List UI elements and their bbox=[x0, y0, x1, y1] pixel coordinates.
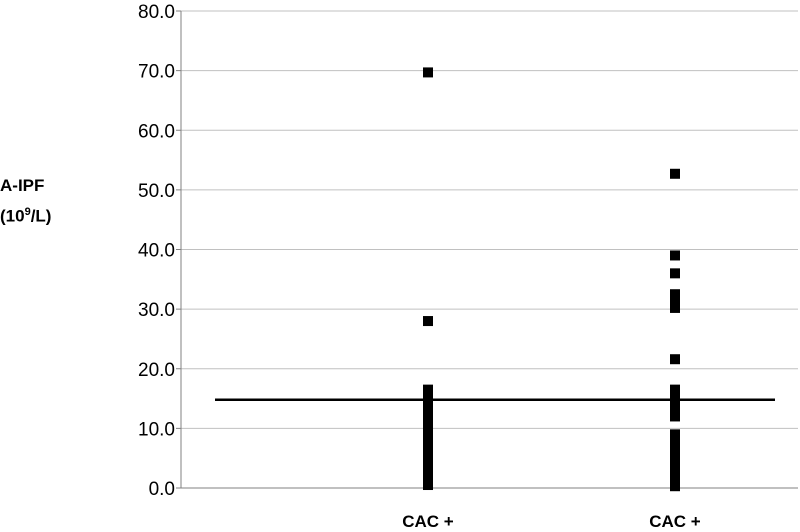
y-axis-label: A-IPF (109/L) bbox=[0, 172, 51, 230]
data-point bbox=[423, 480, 433, 491]
data-point bbox=[670, 168, 680, 179]
y-tick-label: 10.0 bbox=[138, 419, 175, 440]
data-point bbox=[670, 354, 680, 365]
data-point bbox=[423, 402, 433, 413]
data-point bbox=[670, 390, 680, 401]
data-point bbox=[670, 465, 680, 476]
data-point bbox=[423, 420, 433, 431]
data-point bbox=[423, 316, 433, 327]
data-point bbox=[670, 435, 680, 446]
x-tick-label: CAC + bbox=[402, 512, 454, 531]
axes bbox=[176, 10, 798, 489]
y-tick-label: 30.0 bbox=[138, 300, 175, 321]
data-point bbox=[670, 302, 680, 313]
data-point bbox=[423, 444, 433, 455]
data-point bbox=[423, 390, 433, 401]
y-tick-label: 60.0 bbox=[138, 121, 175, 142]
data-point bbox=[423, 450, 433, 461]
data-point bbox=[423, 462, 433, 473]
y-axis-unit-exponent: 9 bbox=[24, 206, 31, 218]
data-point bbox=[670, 429, 680, 440]
data-point bbox=[423, 396, 433, 407]
data-point bbox=[670, 471, 680, 482]
x-tick-label: CAC + bbox=[649, 512, 701, 531]
data-point bbox=[423, 474, 433, 485]
data-point bbox=[670, 399, 680, 410]
y-tick-label: 80.0 bbox=[138, 2, 175, 23]
y-axis-label-unit: (109/L) bbox=[0, 199, 51, 230]
data-point bbox=[423, 67, 433, 78]
data-point bbox=[670, 411, 680, 422]
data-point bbox=[670, 295, 680, 306]
data-point bbox=[670, 289, 680, 300]
y-tick-labels: 0.0 10.0 20.0 30.0 40.0 50.0 60.0 70.0 80.0 bbox=[138, 2, 175, 500]
data-points bbox=[423, 67, 680, 492]
y-axis-label-main: A-IPF bbox=[0, 176, 45, 195]
data-point bbox=[670, 268, 680, 279]
data-point bbox=[670, 453, 680, 464]
y-tick-label: 20.0 bbox=[138, 360, 175, 381]
data-point bbox=[670, 459, 680, 470]
data-point bbox=[670, 441, 680, 452]
y-tick-label: 40.0 bbox=[138, 241, 175, 262]
y-tick-label: 70.0 bbox=[138, 62, 175, 83]
data-point bbox=[423, 438, 433, 449]
data-point bbox=[423, 408, 433, 419]
y-axis-unit-close: /L) bbox=[30, 206, 52, 226]
y-axis-unit-open: (10 bbox=[0, 206, 25, 226]
data-point bbox=[670, 384, 680, 395]
data-point bbox=[423, 456, 433, 467]
x-tick-labels: CAC + CAC + bbox=[402, 512, 701, 531]
gridlines bbox=[181, 10, 798, 429]
data-point bbox=[423, 468, 433, 479]
y-tick-label: 50.0 bbox=[138, 181, 175, 202]
y-tick-label: 0.0 bbox=[149, 479, 175, 500]
data-point bbox=[670, 447, 680, 458]
data-point bbox=[670, 405, 680, 416]
data-point bbox=[423, 426, 433, 437]
data-point bbox=[423, 414, 433, 425]
data-point bbox=[670, 481, 680, 492]
data-point bbox=[423, 432, 433, 443]
data-point bbox=[670, 250, 680, 261]
data-point bbox=[423, 384, 433, 395]
